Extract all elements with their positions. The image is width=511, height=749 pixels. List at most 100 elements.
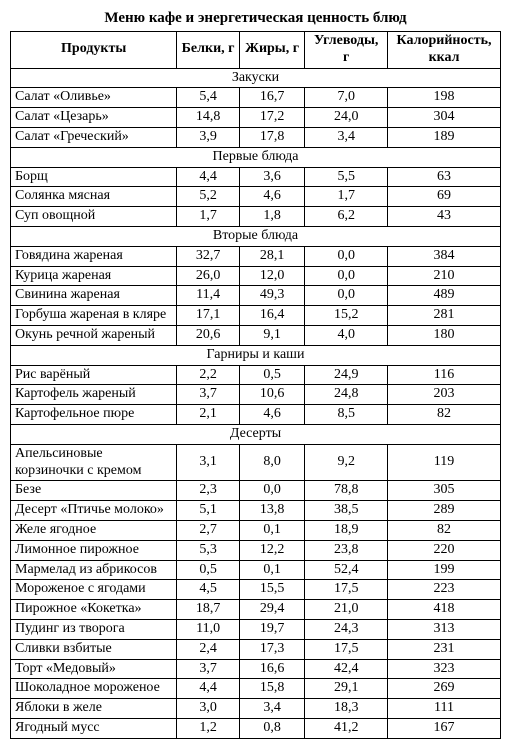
table-row: Пирожное «Кокетка»18,729,421,0418	[11, 600, 501, 620]
product-name: Солянка мясная	[11, 187, 177, 207]
calorie-value: 189	[388, 127, 501, 147]
product-name: Картофель жареный	[11, 385, 177, 405]
protein-value: 1,7	[177, 207, 240, 227]
protein-value: 18,7	[177, 600, 240, 620]
table-row: Апельсиновые корзиночки с кремом3,18,09,…	[11, 444, 501, 481]
carb-value: 0,0	[305, 286, 388, 306]
fat-value: 16,7	[239, 88, 305, 108]
carb-value: 6,2	[305, 207, 388, 227]
product-name: Торт «Медовый»	[11, 659, 177, 679]
product-name: Курица жареная	[11, 266, 177, 286]
fat-value: 29,4	[239, 600, 305, 620]
table-row: Свинина жареная11,449,30,0489	[11, 286, 501, 306]
table-row: Пудинг из творога11,019,724,3313	[11, 619, 501, 639]
fat-value: 17,3	[239, 639, 305, 659]
protein-value: 11,0	[177, 619, 240, 639]
fat-value: 9,1	[239, 325, 305, 345]
calorie-value: 111	[388, 699, 501, 719]
table-row: Окунь речной жареный20,69,14,0180	[11, 325, 501, 345]
protein-value: 2,3	[177, 481, 240, 501]
calorie-value: 210	[388, 266, 501, 286]
calorie-value: 63	[388, 167, 501, 187]
product-name: Салат «Греческий»	[11, 127, 177, 147]
calorie-value: 304	[388, 108, 501, 128]
fat-value: 0,5	[239, 365, 305, 385]
table-row: Салат «Греческий»3,917,83,4189	[11, 127, 501, 147]
protein-value: 4,4	[177, 679, 240, 699]
product-name: Картофельное пюре	[11, 405, 177, 425]
table-row: Сливки взбитые2,417,317,5231	[11, 639, 501, 659]
fat-value: 4,6	[239, 405, 305, 425]
carb-value: 5,5	[305, 167, 388, 187]
calorie-value: 384	[388, 246, 501, 266]
fat-value: 19,7	[239, 619, 305, 639]
fat-value: 16,4	[239, 306, 305, 326]
product-name: Пудинг из творога	[11, 619, 177, 639]
col-carbs: Углеводы, г	[305, 32, 388, 69]
protein-value: 26,0	[177, 266, 240, 286]
carb-value: 18,3	[305, 699, 388, 719]
product-name: Безе	[11, 481, 177, 501]
carb-value: 15,2	[305, 306, 388, 326]
fat-value: 15,5	[239, 580, 305, 600]
protein-value: 32,7	[177, 246, 240, 266]
table-row: Ягодный мусс1,20,841,2167	[11, 718, 501, 738]
calorie-value: 323	[388, 659, 501, 679]
fat-value: 13,8	[239, 501, 305, 521]
protein-value: 2,2	[177, 365, 240, 385]
calorie-value: 418	[388, 600, 501, 620]
product-name: Апельсиновые корзиночки с кремом	[11, 444, 177, 481]
table-row: Борщ4,43,65,563	[11, 167, 501, 187]
carb-value: 42,4	[305, 659, 388, 679]
table-row: Мармелад из абрикосов0,50,152,4199	[11, 560, 501, 580]
product-name: Яблоки в желе	[11, 699, 177, 719]
fat-value: 12,2	[239, 540, 305, 560]
product-name: Лимонное пирожное	[11, 540, 177, 560]
carb-value: 24,0	[305, 108, 388, 128]
fat-value: 0,1	[239, 520, 305, 540]
product-name: Борщ	[11, 167, 177, 187]
fat-value: 28,1	[239, 246, 305, 266]
calorie-value: 220	[388, 540, 501, 560]
protein-value: 4,4	[177, 167, 240, 187]
carb-value: 17,5	[305, 580, 388, 600]
fat-value: 17,2	[239, 108, 305, 128]
protein-value: 1,2	[177, 718, 240, 738]
section-label: Гарниры и каши	[11, 345, 501, 365]
carb-value: 9,2	[305, 444, 388, 481]
carb-value: 41,2	[305, 718, 388, 738]
product-name: Сливки взбитые	[11, 639, 177, 659]
carb-value: 0,0	[305, 266, 388, 286]
fat-value: 3,6	[239, 167, 305, 187]
protein-value: 2,7	[177, 520, 240, 540]
product-name: Десерт «Птичье молоко»	[11, 501, 177, 521]
protein-value: 5,2	[177, 187, 240, 207]
product-name: Мороженое с ягодами	[11, 580, 177, 600]
calorie-value: 82	[388, 520, 501, 540]
carb-value: 38,5	[305, 501, 388, 521]
protein-value: 3,7	[177, 385, 240, 405]
fat-value: 10,6	[239, 385, 305, 405]
header-row: Продукты Белки, г Жиры, г Углеводы, г Ка…	[11, 32, 501, 69]
fat-value: 16,6	[239, 659, 305, 679]
calorie-value: 231	[388, 639, 501, 659]
fat-value: 8,0	[239, 444, 305, 481]
calorie-value: 43	[388, 207, 501, 227]
carb-value: 1,7	[305, 187, 388, 207]
calorie-value: 223	[388, 580, 501, 600]
table-row: Картофельное пюре2,14,68,582	[11, 405, 501, 425]
protein-value: 5,4	[177, 88, 240, 108]
calorie-value: 281	[388, 306, 501, 326]
table-row: Безе2,30,078,8305	[11, 481, 501, 501]
calorie-value: 116	[388, 365, 501, 385]
protein-value: 3,0	[177, 699, 240, 719]
protein-value: 11,4	[177, 286, 240, 306]
table-row: Говядина жареная32,728,10,0384	[11, 246, 501, 266]
calorie-value: 203	[388, 385, 501, 405]
protein-value: 5,3	[177, 540, 240, 560]
product-name: Суп овощной	[11, 207, 177, 227]
carb-value: 4,0	[305, 325, 388, 345]
section-row: Вторые блюда	[11, 226, 501, 246]
calorie-value: 289	[388, 501, 501, 521]
table-row: Десерт «Птичье молоко»5,113,838,5289	[11, 501, 501, 521]
